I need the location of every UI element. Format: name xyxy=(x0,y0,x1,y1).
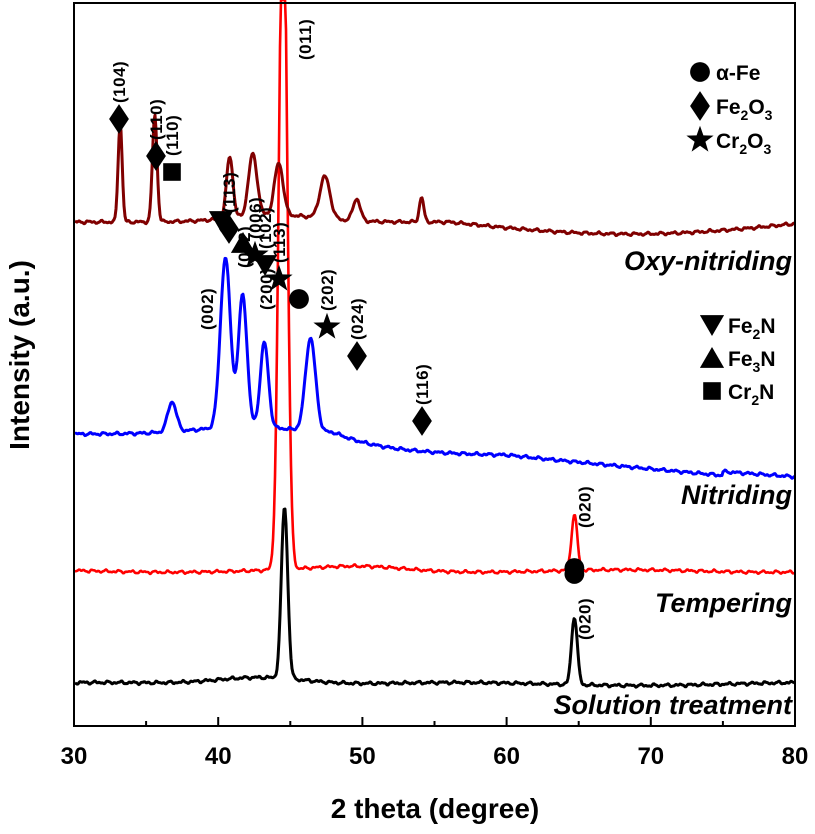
legend-marker-0-0 xyxy=(690,62,710,82)
legend-text-0-0: α-Fe xyxy=(716,62,760,85)
annotations-layer: Solution treatment Tempering Nitriding Oxy-… xyxy=(109,19,793,720)
peak-marker-1-1 xyxy=(564,564,585,584)
series-label-3: Oxy-nitriding xyxy=(624,246,793,276)
peak-marker-3-4 xyxy=(265,264,293,291)
peak-label-3-6: (202) xyxy=(318,269,337,311)
x-tick-label-0: 30 xyxy=(61,743,88,770)
peak-label-3-1: (110) xyxy=(147,99,166,140)
peak-label-0-1: (020) xyxy=(575,598,594,640)
peak-marker-3-6 xyxy=(313,312,341,339)
x-axis-title: 2 theta (degree) xyxy=(331,793,540,824)
series-line-2 xyxy=(74,256,796,480)
peak-marker-3-2 xyxy=(219,214,239,244)
legend-marker-0-1 xyxy=(690,91,710,121)
legend-text-0-1: Fe2O3 xyxy=(716,96,773,123)
peak-label-3-8: (116) xyxy=(413,364,432,405)
x-tick-label-3: 60 xyxy=(493,743,520,770)
peak-marker-3-3 xyxy=(241,240,269,267)
series-line-3 xyxy=(74,113,796,238)
x-tick-label-1: 40 xyxy=(205,743,232,770)
legend-text-1-2: Cr2N xyxy=(728,381,774,408)
peak-marker-3-5 xyxy=(289,289,309,309)
legend-marker-0-2 xyxy=(686,125,714,152)
legend-text-1-0: Fe2N xyxy=(728,315,775,342)
peak-marker-3-7 xyxy=(347,341,367,371)
axes-layer: 30 40 50 60 70 80 xyxy=(61,2,809,770)
peak-label-1-1: (020) xyxy=(575,486,594,528)
peak-label-3-2: (113) xyxy=(220,172,239,213)
legend-marker-1-0 xyxy=(699,315,725,336)
x-tick-label-5: 80 xyxy=(782,743,809,770)
peak-label-2-1: (002) xyxy=(198,288,217,330)
peak-marker-3-0 xyxy=(109,104,129,134)
series-label-2: Nitriding xyxy=(681,480,792,510)
peak-label-3-7: (024) xyxy=(348,298,367,340)
series-line-0 xyxy=(74,507,796,689)
legend-marker-1-2 xyxy=(703,382,721,400)
x-tick-label-2: 50 xyxy=(349,743,376,770)
series-label-0: Solution treatment xyxy=(553,690,793,720)
peak-marker-3-8 xyxy=(412,406,432,436)
peak-label-3-3: (006) xyxy=(246,197,265,239)
legend-text-0-2: Cr2O3 xyxy=(716,130,771,157)
legends-layer: α-Fe Fe2O3 Cr2O3 Fe2N Fe3N Cr2N xyxy=(686,62,775,408)
peak-marker-2-0 xyxy=(163,163,181,181)
y-axis-title: Intensity (a.u.) xyxy=(4,260,35,450)
legend-marker-1-1 xyxy=(699,347,725,368)
peak-label-3-4: (113) xyxy=(270,222,289,263)
peak-label-2-0: (110) xyxy=(163,115,182,156)
peak-marker-2-3 xyxy=(230,232,256,253)
peak-label-2-4: (102) xyxy=(256,207,275,249)
peak-marker-2-2 xyxy=(208,211,234,232)
legend-text-1-1: Fe3N xyxy=(728,348,775,375)
series-label-1: Tempering xyxy=(655,588,793,618)
peak-label-3-5: (011) xyxy=(296,19,315,60)
series-line-1 xyxy=(74,0,796,576)
curves-layer xyxy=(74,0,796,689)
peak-marker-3-1 xyxy=(146,141,166,171)
peak-label-2-3: (200) xyxy=(257,268,276,310)
peak-label-3-0: (104) xyxy=(110,61,129,103)
x-tick-label-4: 70 xyxy=(637,743,664,770)
